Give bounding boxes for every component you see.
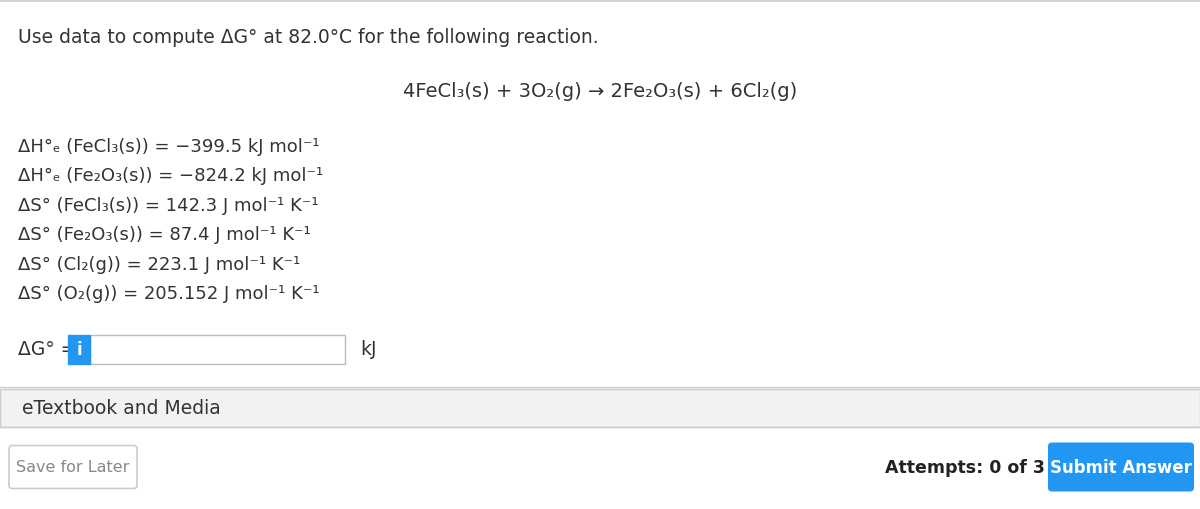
- Text: 4FeCl₃(s) + 3O₂(g) → 2Fe₂O₃(s) + 6Cl₂(g): 4FeCl₃(s) + 3O₂(g) → 2Fe₂O₃(s) + 6Cl₂(g): [403, 82, 797, 101]
- Text: kJ: kJ: [360, 340, 377, 359]
- Text: ΔS° (O₂(g)) = 205.152 J mol⁻¹ K⁻¹: ΔS° (O₂(g)) = 205.152 J mol⁻¹ K⁻¹: [18, 285, 319, 303]
- FancyBboxPatch shape: [90, 335, 346, 364]
- FancyBboxPatch shape: [0, 389, 1200, 427]
- Text: Use data to compute ΔG° at 82.0°C for the following reaction.: Use data to compute ΔG° at 82.0°C for th…: [18, 28, 599, 47]
- Text: ΔS° (Fe₂O₃(s)) = 87.4 J mol⁻¹ K⁻¹: ΔS° (Fe₂O₃(s)) = 87.4 J mol⁻¹ K⁻¹: [18, 226, 311, 244]
- Text: Submit Answer: Submit Answer: [1050, 458, 1192, 476]
- Text: ΔH°ₑ (Fe₂O₃(s)) = −824.2 kJ mol⁻¹: ΔH°ₑ (Fe₂O₃(s)) = −824.2 kJ mol⁻¹: [18, 167, 323, 185]
- FancyBboxPatch shape: [1048, 443, 1194, 492]
- FancyBboxPatch shape: [10, 445, 137, 489]
- Text: i: i: [76, 341, 82, 358]
- FancyBboxPatch shape: [68, 335, 90, 364]
- Text: ΔS° (FeCl₃(s)) = 142.3 J mol⁻¹ K⁻¹: ΔS° (FeCl₃(s)) = 142.3 J mol⁻¹ K⁻¹: [18, 196, 319, 215]
- Text: Attempts: 0 of 3 used: Attempts: 0 of 3 used: [886, 458, 1098, 476]
- Text: ΔG° =: ΔG° =: [18, 340, 77, 359]
- Text: eTextbook and Media: eTextbook and Media: [22, 399, 221, 418]
- Text: ΔS° (Cl₂(g)) = 223.1 J mol⁻¹ K⁻¹: ΔS° (Cl₂(g)) = 223.1 J mol⁻¹ K⁻¹: [18, 256, 300, 273]
- Text: Save for Later: Save for Later: [17, 460, 130, 474]
- Text: ΔH°ₑ (FeCl₃(s)) = −399.5 kJ mol⁻¹: ΔH°ₑ (FeCl₃(s)) = −399.5 kJ mol⁻¹: [18, 138, 319, 156]
